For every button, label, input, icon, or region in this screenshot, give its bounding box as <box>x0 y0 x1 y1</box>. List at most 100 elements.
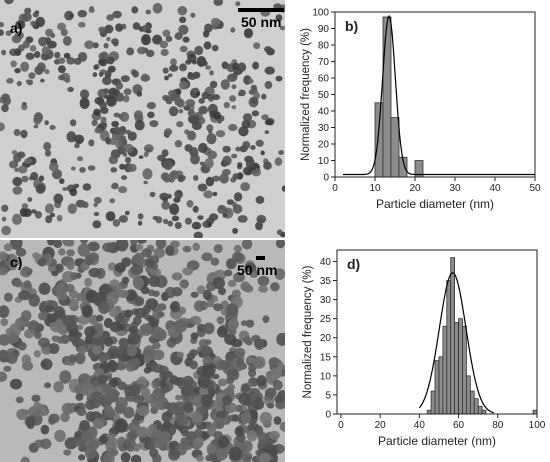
tem-particle <box>144 393 152 401</box>
plot-frame <box>334 11 536 178</box>
tem-particle <box>109 198 116 204</box>
tem-particle <box>253 396 263 407</box>
tem-particle <box>134 307 147 318</box>
tem-particle <box>40 78 45 83</box>
tem-micrograph-a <box>0 0 285 238</box>
tem-particle <box>171 215 180 222</box>
tem-particle <box>28 72 36 79</box>
tem-particle <box>143 367 152 374</box>
tem-particle <box>78 345 87 355</box>
tem-particle <box>152 290 160 297</box>
tem-particle <box>75 393 84 401</box>
tem-particle <box>134 119 145 131</box>
x-tick-label: 100 <box>529 420 546 431</box>
tem-particle <box>269 357 278 366</box>
y-tick-label: 40 <box>320 257 332 268</box>
tem-particle <box>240 320 248 326</box>
tem-particle <box>181 384 194 398</box>
tem-particle <box>212 191 218 197</box>
tem-particle <box>215 449 229 460</box>
tem-particle <box>22 40 30 49</box>
tem-particle <box>117 381 127 391</box>
tem-particle <box>198 98 205 104</box>
tem-particle <box>213 431 224 441</box>
tem-particle <box>56 336 64 344</box>
tem-particle <box>55 283 68 296</box>
tem-particle <box>43 141 52 151</box>
tem-particle <box>141 248 152 258</box>
histogram-b: 0 10 20 30 40 50 0 10 20 30 40 50 60 70 80 90 100 Particl… <box>300 8 541 212</box>
tem-particle <box>213 303 223 312</box>
tem-particle <box>264 130 270 135</box>
tem-particle <box>64 77 71 83</box>
tem-particle <box>18 290 31 301</box>
tem-particle <box>226 258 237 270</box>
tem-particle <box>199 300 208 311</box>
tem-particle <box>93 202 99 208</box>
tem-particle <box>190 291 199 298</box>
tem-particle <box>22 102 27 106</box>
tem-particle <box>35 184 46 194</box>
tem-particle <box>255 221 263 231</box>
tem-particle <box>134 296 145 306</box>
tem-particle <box>264 46 272 53</box>
tem-particle <box>27 197 33 202</box>
x-tick-label: 40 <box>414 420 426 431</box>
tem-particle <box>231 153 238 159</box>
tem-particle <box>163 159 174 171</box>
tem-particle <box>53 193 64 204</box>
tem-particle <box>115 240 129 252</box>
tem-particle <box>0 251 8 262</box>
tem-particle <box>193 231 203 238</box>
tem-particle <box>104 70 112 79</box>
tem-particle <box>212 418 224 429</box>
tem-particle <box>137 213 144 220</box>
tem-particle <box>202 355 212 367</box>
tem-particle <box>203 190 213 199</box>
tem-particle <box>130 454 142 462</box>
tem-particle <box>63 449 72 456</box>
tem-particle <box>58 57 66 64</box>
tem-particle <box>2 96 12 106</box>
tem-particle <box>192 242 200 251</box>
histogram-bar <box>462 325 467 415</box>
tem-particle <box>145 302 155 310</box>
tem-particle <box>202 60 208 66</box>
tem-particle <box>170 170 179 180</box>
tem-particle <box>246 356 255 364</box>
tem-particle <box>36 62 46 73</box>
tem-particle <box>245 319 255 328</box>
tem-particle <box>103 43 109 49</box>
tem-particle <box>149 191 156 198</box>
tem-particle <box>84 326 96 338</box>
tem-particle <box>176 413 189 427</box>
tem-particle <box>57 22 67 31</box>
tem-particle <box>84 445 97 459</box>
tem-particle <box>233 272 245 283</box>
tem-particle <box>98 71 104 77</box>
tem-particle <box>78 454 86 461</box>
tem-particle <box>238 89 246 97</box>
tem-particle <box>16 408 29 421</box>
tem-particle <box>10 60 17 68</box>
tem-particle <box>98 52 107 61</box>
tem-particle <box>75 352 86 365</box>
tem-particle <box>234 426 245 437</box>
tem-particle <box>25 52 35 60</box>
tem-particle <box>233 192 243 202</box>
tem-particle <box>256 375 267 387</box>
tem-particle <box>120 452 131 462</box>
tem-micrograph-c <box>0 240 285 462</box>
tem-particle <box>44 203 55 214</box>
tem-particle <box>230 27 236 33</box>
tem-particle <box>98 435 109 444</box>
tem-particle <box>92 220 102 229</box>
tem-particle <box>38 282 51 295</box>
tem-particle <box>104 336 114 347</box>
x-tick-label: 0 <box>338 420 344 431</box>
scale-bar-a <box>238 8 284 12</box>
tem-particle <box>21 103 28 111</box>
tem-particle <box>92 418 104 430</box>
tem-particle <box>191 121 202 131</box>
tem-particle <box>88 139 95 147</box>
